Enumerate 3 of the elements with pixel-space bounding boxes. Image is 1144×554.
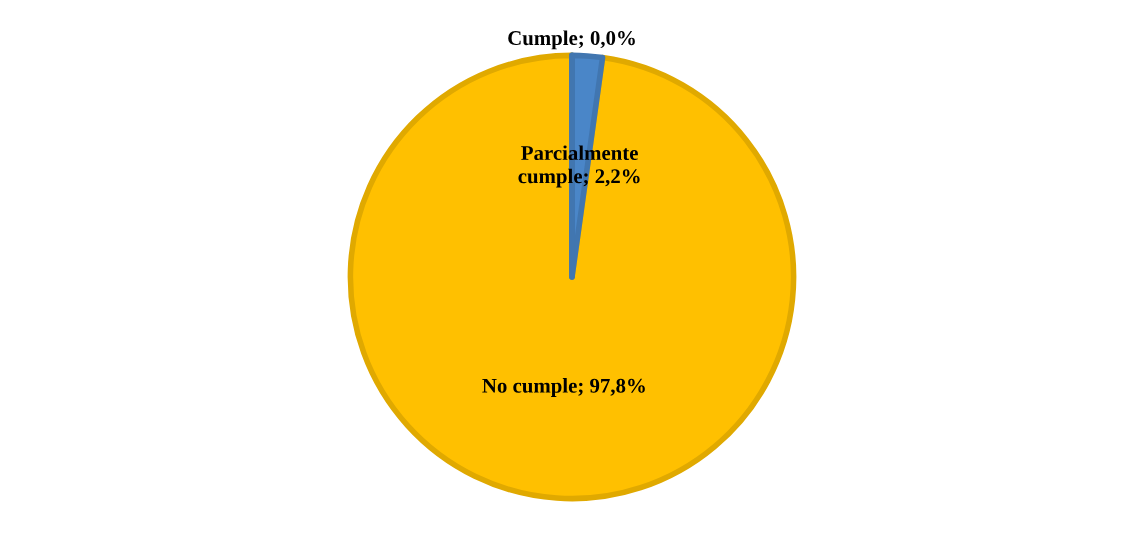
category-label: Cumple; 0,0% [508,30,635,50]
slice-label: No cumple; 97,8% [482,378,645,397]
pie-slice [347,52,797,502]
